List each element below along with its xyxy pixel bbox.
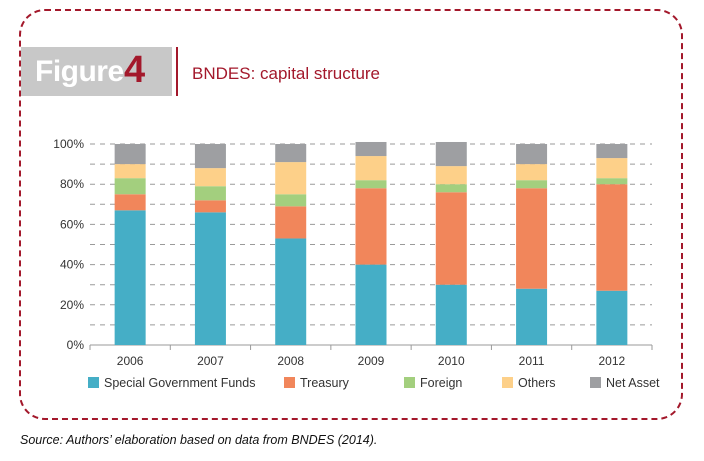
bar-segment: [275, 194, 307, 207]
x-tick-label: 2009: [358, 354, 385, 368]
bar-segment: [435, 166, 467, 185]
bar-segment: [355, 141, 387, 157]
bar-segment: [596, 178, 628, 185]
title-divider: [176, 47, 178, 96]
y-tick-label: 0%: [67, 338, 85, 352]
bar-segment: [194, 186, 226, 201]
figure-number: 4: [124, 49, 146, 91]
y-tick-label: 80%: [60, 177, 84, 191]
bar-segment: [596, 184, 628, 291]
x-tick-label: 2007: [197, 354, 224, 368]
bar-segment: [516, 144, 548, 165]
legend-label: Treasury: [300, 376, 350, 390]
legend-label: Special Government Funds: [104, 376, 255, 390]
y-tick-label: 60%: [60, 217, 84, 231]
bar-segment: [275, 238, 307, 345]
figure-badge: [21, 47, 172, 96]
source-note: Source: Authors’ elaboration based on da…: [20, 433, 378, 447]
legend-swatch: [284, 377, 295, 388]
bar-segment: [275, 144, 307, 163]
legend-label: Net Assets: [606, 376, 660, 390]
bar-segment: [516, 188, 548, 289]
bar-segment: [435, 192, 467, 285]
legend-label: Foreign: [420, 376, 462, 390]
stacked-bar-chart: 0% 20% 40% 60% 80% 100% 2006 2007 2008 2009 2010 20…: [53, 137, 660, 390]
y-tick-label: 100%: [53, 137, 84, 151]
legend-swatch: [404, 377, 415, 388]
bar-segment: [275, 206, 307, 239]
bar-segment: [435, 184, 467, 193]
bar-segment: [194, 144, 226, 169]
bar-segment: [355, 156, 387, 181]
bar-segment: [114, 178, 146, 195]
legend-swatch: [502, 377, 513, 388]
bar-segment: [275, 162, 307, 195]
bar-segment: [114, 194, 146, 211]
bar-segment: [596, 158, 628, 179]
bar-segment: [355, 264, 387, 345]
x-tick-label: 2010: [438, 354, 465, 368]
x-tick-label: 2012: [599, 354, 626, 368]
y-tick-label: 20%: [60, 298, 84, 312]
bar-segment: [596, 144, 628, 159]
y-tick-label: 40%: [60, 258, 84, 272]
bar-segment: [596, 290, 628, 345]
x-tick-label: 2008: [277, 354, 304, 368]
x-tick-label: 2006: [117, 354, 144, 368]
bar-segment: [516, 164, 548, 181]
x-tick-label: 2011: [519, 354, 545, 368]
bar-segment: [516, 180, 548, 189]
bar-segment: [194, 168, 226, 187]
bar-segment: [114, 144, 146, 165]
bar-segment: [114, 210, 146, 345]
legend-label: Others: [518, 376, 556, 390]
bar-segment: [435, 284, 467, 345]
bar-segment: [516, 288, 548, 345]
bar-segment: [114, 164, 146, 179]
figure-title: BNDES: capital structure: [192, 64, 381, 83]
bar-segment: [355, 180, 387, 189]
figure-label: Figure: [35, 55, 124, 88]
bar-segment: [355, 188, 387, 265]
legend-swatch: [590, 377, 601, 388]
bar-segment: [194, 212, 226, 345]
legend-swatch: [88, 377, 99, 388]
figure-frame: [19, 9, 683, 420]
bar-segment: [194, 200, 226, 213]
bar-segment: [435, 141, 467, 167]
